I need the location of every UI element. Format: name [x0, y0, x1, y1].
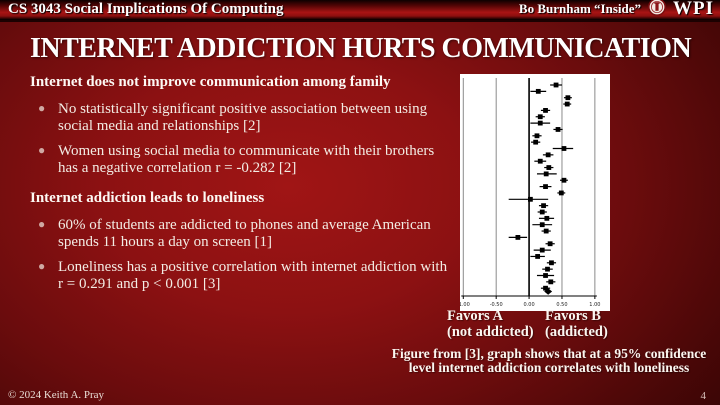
svg-text:0.50: 0.50: [556, 302, 567, 308]
section-heading: Internet does not improve communication …: [30, 74, 391, 90]
body-text-column: Internet does not improve communication …: [30, 74, 450, 302]
section-heading: Internet addiction leads to loneliness: [30, 189, 265, 206]
header-bar: CS 3043 Social Implications Of Computing…: [0, 0, 720, 22]
favors-b-label: Favors B (addicted): [545, 308, 608, 340]
bullet-dot-icon: ●: [38, 259, 46, 274]
course-title: CS 3043 Social Implications Of Computing: [8, 0, 284, 17]
bullet-item: ● Loneliness has a positive correlation w…: [30, 259, 450, 293]
header-right: Bo Burnham “Inside” WPI: [519, 0, 714, 21]
bullet-text: 60% of students are addicted to phones a…: [58, 216, 431, 250]
svg-text:1.00: 1.00: [589, 302, 600, 308]
bullet-dot-icon: ●: [38, 216, 46, 231]
bullet-dot-icon: ●: [38, 143, 46, 158]
svg-text:-1.00: -1.00: [460, 302, 470, 308]
bullet-text: No statistically significant positive as…: [58, 100, 428, 134]
forest-plot-figure: -1.00 -0.50 0.00 0.50 1.00: [457, 74, 610, 311]
bullet-item: ● Women using social media to communicate…: [30, 143, 450, 177]
bullet-list: ● 60% of students are addicted to phones …: [30, 217, 450, 293]
section-loneliness: Internet addiction leads to loneliness ●…: [30, 190, 450, 293]
bullet-list: ● No statistically significant positive a…: [30, 101, 450, 177]
copyright-notice: © 2024 Keith A. Pray: [8, 389, 105, 401]
svg-text:0.00: 0.00: [524, 302, 535, 308]
forest-plot-svg: -1.00 -0.50 0.00 0.50 1.00: [457, 78, 600, 308]
bullet-item: ● 60% of students are addicted to phones …: [30, 217, 450, 251]
header-note: Bo Burnham “Inside”: [518, 1, 641, 16]
figure-caption: Figure from [3], graph shows that at a 9…: [391, 346, 707, 376]
bullet-dot-icon: ●: [38, 100, 46, 115]
bullet-text: Women using social media to communicate …: [58, 143, 435, 177]
wpi-seal-icon: [648, 0, 666, 21]
section-communication: Internet does not improve communication …: [30, 74, 450, 177]
page-title: INTERNET ADDICTION HURTS COMMUNICATION: [30, 33, 692, 64]
bullet-text: Loneliness has a positive correlation wi…: [58, 259, 448, 293]
wpi-wordmark: WPI: [673, 0, 714, 19]
svg-text:-0.50: -0.50: [490, 302, 503, 308]
favors-a-label: Favors A (not addicted): [447, 308, 534, 340]
bullet-item: ● No statistically significant positive a…: [30, 101, 450, 135]
page-number: 4: [700, 390, 707, 402]
